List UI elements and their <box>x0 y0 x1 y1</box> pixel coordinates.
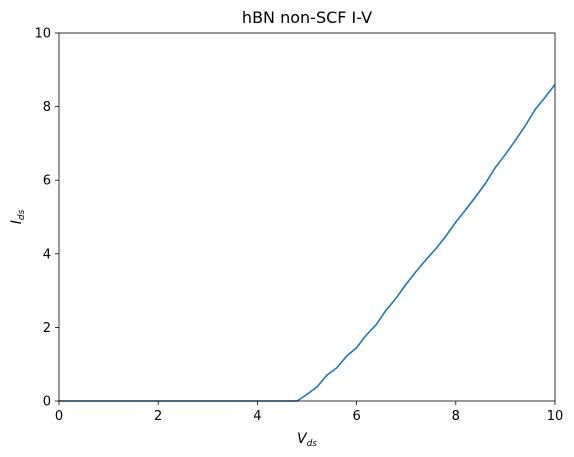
chart-title: hBN non-SCF I-V <box>242 8 372 27</box>
x-tick-label: 8 <box>452 409 460 424</box>
y-tick-label: 2 <box>43 321 51 336</box>
y-axis-label: Ids <box>9 209 27 224</box>
y-tick-label: 10 <box>34 27 51 42</box>
x-tick-label: 6 <box>352 409 360 424</box>
y-tick-label: 0 <box>43 395 51 410</box>
plot-area: 0 2 4 6 8 10 0 2 4 6 8 10 <box>34 27 563 425</box>
y-tick-label: 6 <box>43 174 51 189</box>
series-line-0 <box>59 84 556 402</box>
x-tick-label: 4 <box>253 409 261 424</box>
y-tick-label: 8 <box>43 100 51 115</box>
x-tick-label: 10 <box>547 409 564 424</box>
y-tick-label: 4 <box>43 247 51 262</box>
plot-frame <box>58 32 556 402</box>
x-axis-label: Vds <box>297 431 317 449</box>
x-tick-label: 2 <box>154 409 162 424</box>
x-tick-label: 0 <box>55 409 63 424</box>
